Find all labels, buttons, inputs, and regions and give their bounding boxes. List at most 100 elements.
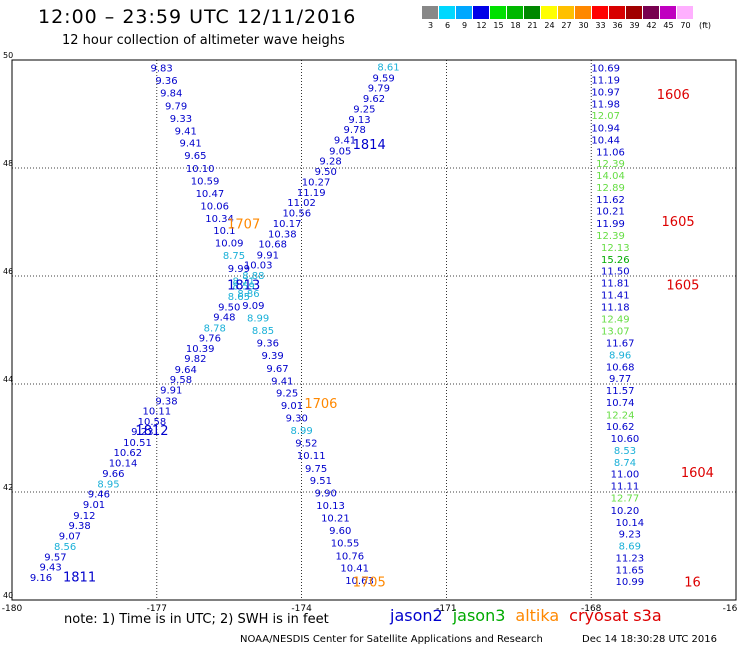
wave-height-value: 12.89 (596, 183, 625, 194)
wave-height-value: 10.74 (606, 398, 635, 409)
satellite-legend: jason2 jason3 altika cryosat s3a (390, 606, 672, 625)
color-scale-swatch (524, 6, 541, 19)
wave-height-value: 9.01 (281, 401, 303, 412)
wave-height-value: 10.94 (591, 124, 620, 135)
x-tick-label: -168 (581, 604, 602, 614)
wave-height-value: 8.99 (247, 314, 269, 325)
wave-height-value: 9.39 (262, 351, 284, 362)
wave-height-value: 9.28 (319, 157, 341, 168)
wave-height-value: 9.78 (344, 125, 366, 136)
wave-height-value: 9.50 (218, 302, 240, 313)
wave-height-value: 9.25 (276, 389, 298, 400)
wave-height-value: 9.23 (619, 530, 641, 541)
wave-height-value: 9.79 (368, 84, 390, 95)
wave-height-value: 10.09 (215, 239, 244, 250)
wave-height-value: 8.88 (242, 271, 264, 282)
pass-time-label: 1606 (657, 88, 690, 103)
wave-height-value: 12.07 (591, 111, 620, 122)
wave-height-value: 9.83 (150, 64, 172, 75)
wave-height-value: 10.21 (596, 207, 625, 218)
wave-height-value: 9.30 (286, 414, 308, 425)
x-tick-label: -16 (723, 604, 738, 614)
wave-height-value: 8.69 (619, 542, 641, 553)
pass-time-label: 1811 (63, 570, 96, 585)
wave-height-value: 9.38 (68, 521, 90, 532)
wave-height-value: 10.62 (114, 448, 143, 459)
color-scale-swatch (439, 6, 456, 19)
map-frame (11, 59, 737, 601)
color-scale-label: 15 (493, 21, 504, 30)
y-tick-label: 46 (3, 267, 13, 276)
wave-height-value: 8.75 (223, 251, 245, 262)
color-scale-label: 45 (663, 21, 674, 30)
wave-height-value: 9.41 (175, 126, 197, 137)
wave-height-value: 10.63 (345, 576, 374, 587)
legend-item: jason2 (390, 606, 443, 625)
wave-height-value: 9.01 (83, 500, 105, 511)
y-tick-label: 42 (3, 483, 13, 492)
color-scale-label: 70 (680, 21, 691, 30)
color-scale-label: 18 (510, 21, 521, 30)
wave-height-value: 10.47 (196, 189, 225, 200)
wave-height-value: 10.62 (606, 422, 635, 433)
wave-height-value: 9.91 (160, 385, 182, 396)
footer-timestamp: Dec 14 18:30:28 UTC 2016 (582, 634, 717, 645)
wave-height-value: 9.43 (39, 563, 61, 574)
x-tick-label: -180 (2, 604, 23, 614)
wave-height-value: 9.99 (228, 264, 250, 275)
legend-item: cryosat s3a (569, 606, 662, 625)
map-subtitle: 12 hour collection of altimeter wave hei… (62, 33, 345, 48)
pass-time-label: 1812 (135, 424, 168, 439)
wave-height-value: 10.58 (138, 417, 167, 428)
color-scale-swatch (490, 6, 507, 19)
wave-height-value: 9.25 (353, 105, 375, 116)
wave-height-value: 9.16 (30, 573, 52, 584)
wave-height-value: 10.39 (186, 344, 215, 355)
wave-height-value: 11.50 (601, 267, 630, 278)
color-scale-swatch (609, 6, 626, 19)
color-scale-label: 39 (629, 21, 640, 30)
wave-height-value: 10.20 (611, 506, 640, 517)
color-scale-swatch (558, 6, 575, 19)
wave-height-value: 11.06 (596, 147, 625, 158)
wave-height-value: 9.90 (315, 489, 337, 500)
wave-height-value: 9.46 (88, 490, 110, 501)
wave-height-value: 15.26 (601, 255, 630, 266)
wave-height-value: 11.81 (601, 279, 630, 290)
wave-height-value: 10.34 (205, 214, 234, 225)
wave-height-value: 11.11 (611, 482, 640, 493)
wave-height-value: 10.55 (331, 538, 360, 549)
pass-time-label: 16 (684, 576, 701, 591)
wave-height-value: 9.07 (59, 531, 81, 542)
color-scale-swatch (507, 6, 524, 19)
pass-time-label: 1705 (353, 576, 386, 591)
wave-height-value: 10.60 (611, 434, 640, 445)
wave-height-value: 9.12 (73, 511, 95, 522)
wave-height-value: 11.65 (615, 565, 644, 576)
x-tick-label: -174 (291, 604, 312, 614)
wave-height-value: 10.13 (316, 501, 345, 512)
wave-height-value: 8.65 (228, 292, 250, 303)
wave-height-value: 12.39 (596, 231, 625, 242)
pass-time-label: 1605 (666, 279, 699, 294)
wave-height-value: 11.19 (297, 188, 326, 199)
color-scale-labels: 3 6 9 12 15 18 21 24 27 30 33 36 39 42 45 70 (ft) (422, 21, 716, 30)
wave-height-value: 9.91 (257, 250, 279, 261)
wave-height-value: 10.27 (302, 178, 331, 189)
wave-height-value: 10.51 (123, 438, 152, 449)
wave-height-value: 10.68 (606, 362, 635, 373)
color-scale-label: 21 (527, 21, 538, 30)
wave-height-value: 13.07 (601, 327, 630, 338)
color-scale-label: 42 (646, 21, 657, 30)
wave-height-value: 8.86 (237, 289, 259, 300)
wave-height-value: 11.98 (591, 99, 620, 110)
wave-height-value: 8.99 (290, 426, 312, 437)
color-scale-swatch (541, 6, 558, 19)
pass-time-label: 1707 (227, 218, 260, 233)
y-tick-label: 44 (3, 375, 13, 384)
wave-height-value: 10.06 (200, 201, 229, 212)
wave-height-value: 9.05 (329, 146, 351, 157)
wave-height-value: 9.09 (242, 301, 264, 312)
wave-height-value: 8.95 (97, 479, 119, 490)
wave-height-value: 9.50 (315, 167, 337, 178)
